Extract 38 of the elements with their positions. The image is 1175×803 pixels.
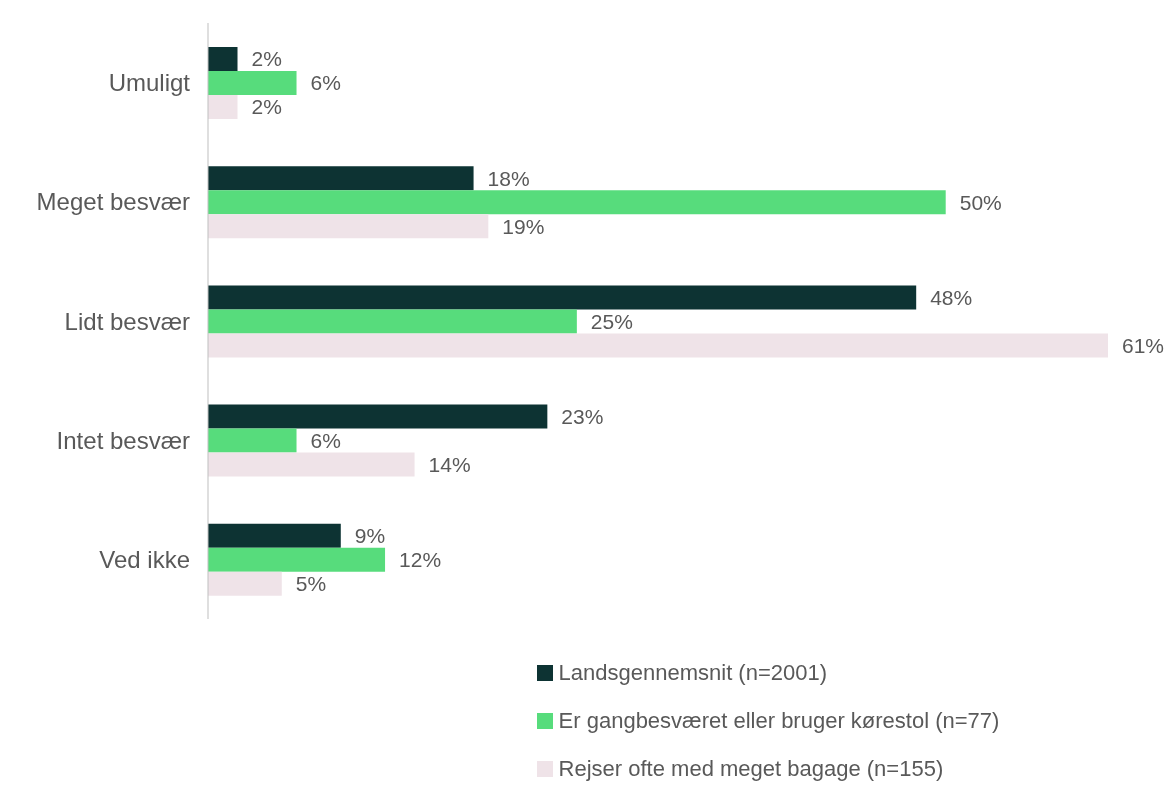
data-label: 14% bbox=[428, 453, 471, 477]
data-label: 50% bbox=[959, 190, 1002, 214]
bar bbox=[208, 214, 489, 239]
data-label: 6% bbox=[310, 429, 341, 453]
data-label: 18% bbox=[487, 166, 530, 190]
data-label: 48% bbox=[930, 285, 973, 309]
bar bbox=[208, 166, 474, 191]
bar bbox=[208, 47, 238, 71]
y-tick-label: Lidt besvær bbox=[64, 307, 191, 335]
data-label: 2% bbox=[251, 95, 282, 119]
data-label: 25% bbox=[590, 309, 633, 333]
bar bbox=[208, 285, 917, 310]
bar bbox=[208, 523, 341, 548]
bar bbox=[208, 428, 297, 453]
bar bbox=[208, 571, 282, 596]
y-tick-label: Intet besvær bbox=[56, 426, 190, 454]
data-label: 61% bbox=[1122, 333, 1165, 357]
data-label: 5% bbox=[295, 572, 327, 596]
bar bbox=[208, 190, 946, 215]
y-tick-label: Meget besvær bbox=[36, 188, 190, 216]
legend-label: Rejser ofte med meget bagage (n=155) bbox=[558, 756, 944, 782]
y-tick-label: Umuligt bbox=[108, 69, 191, 97]
data-label: 19% bbox=[502, 214, 545, 238]
bar bbox=[208, 452, 415, 477]
data-label: 6% bbox=[310, 71, 341, 95]
bar bbox=[208, 404, 548, 429]
data-label: 2% bbox=[251, 47, 282, 71]
legend-label: Er gangbesværet eller bruger kørestol (n=77) bbox=[558, 708, 1000, 734]
bar bbox=[208, 309, 577, 334]
data-label: 23% bbox=[561, 405, 604, 429]
bar bbox=[208, 547, 386, 572]
bar bbox=[208, 333, 1108, 358]
y-tick-label: Ved ikke bbox=[99, 545, 190, 573]
bar bbox=[208, 95, 238, 119]
data-label: 12% bbox=[399, 548, 442, 572]
legend-label: Landsgennemsnit (n=2001) bbox=[558, 660, 828, 686]
bar bbox=[208, 71, 297, 95]
data-label: 9% bbox=[354, 524, 386, 548]
